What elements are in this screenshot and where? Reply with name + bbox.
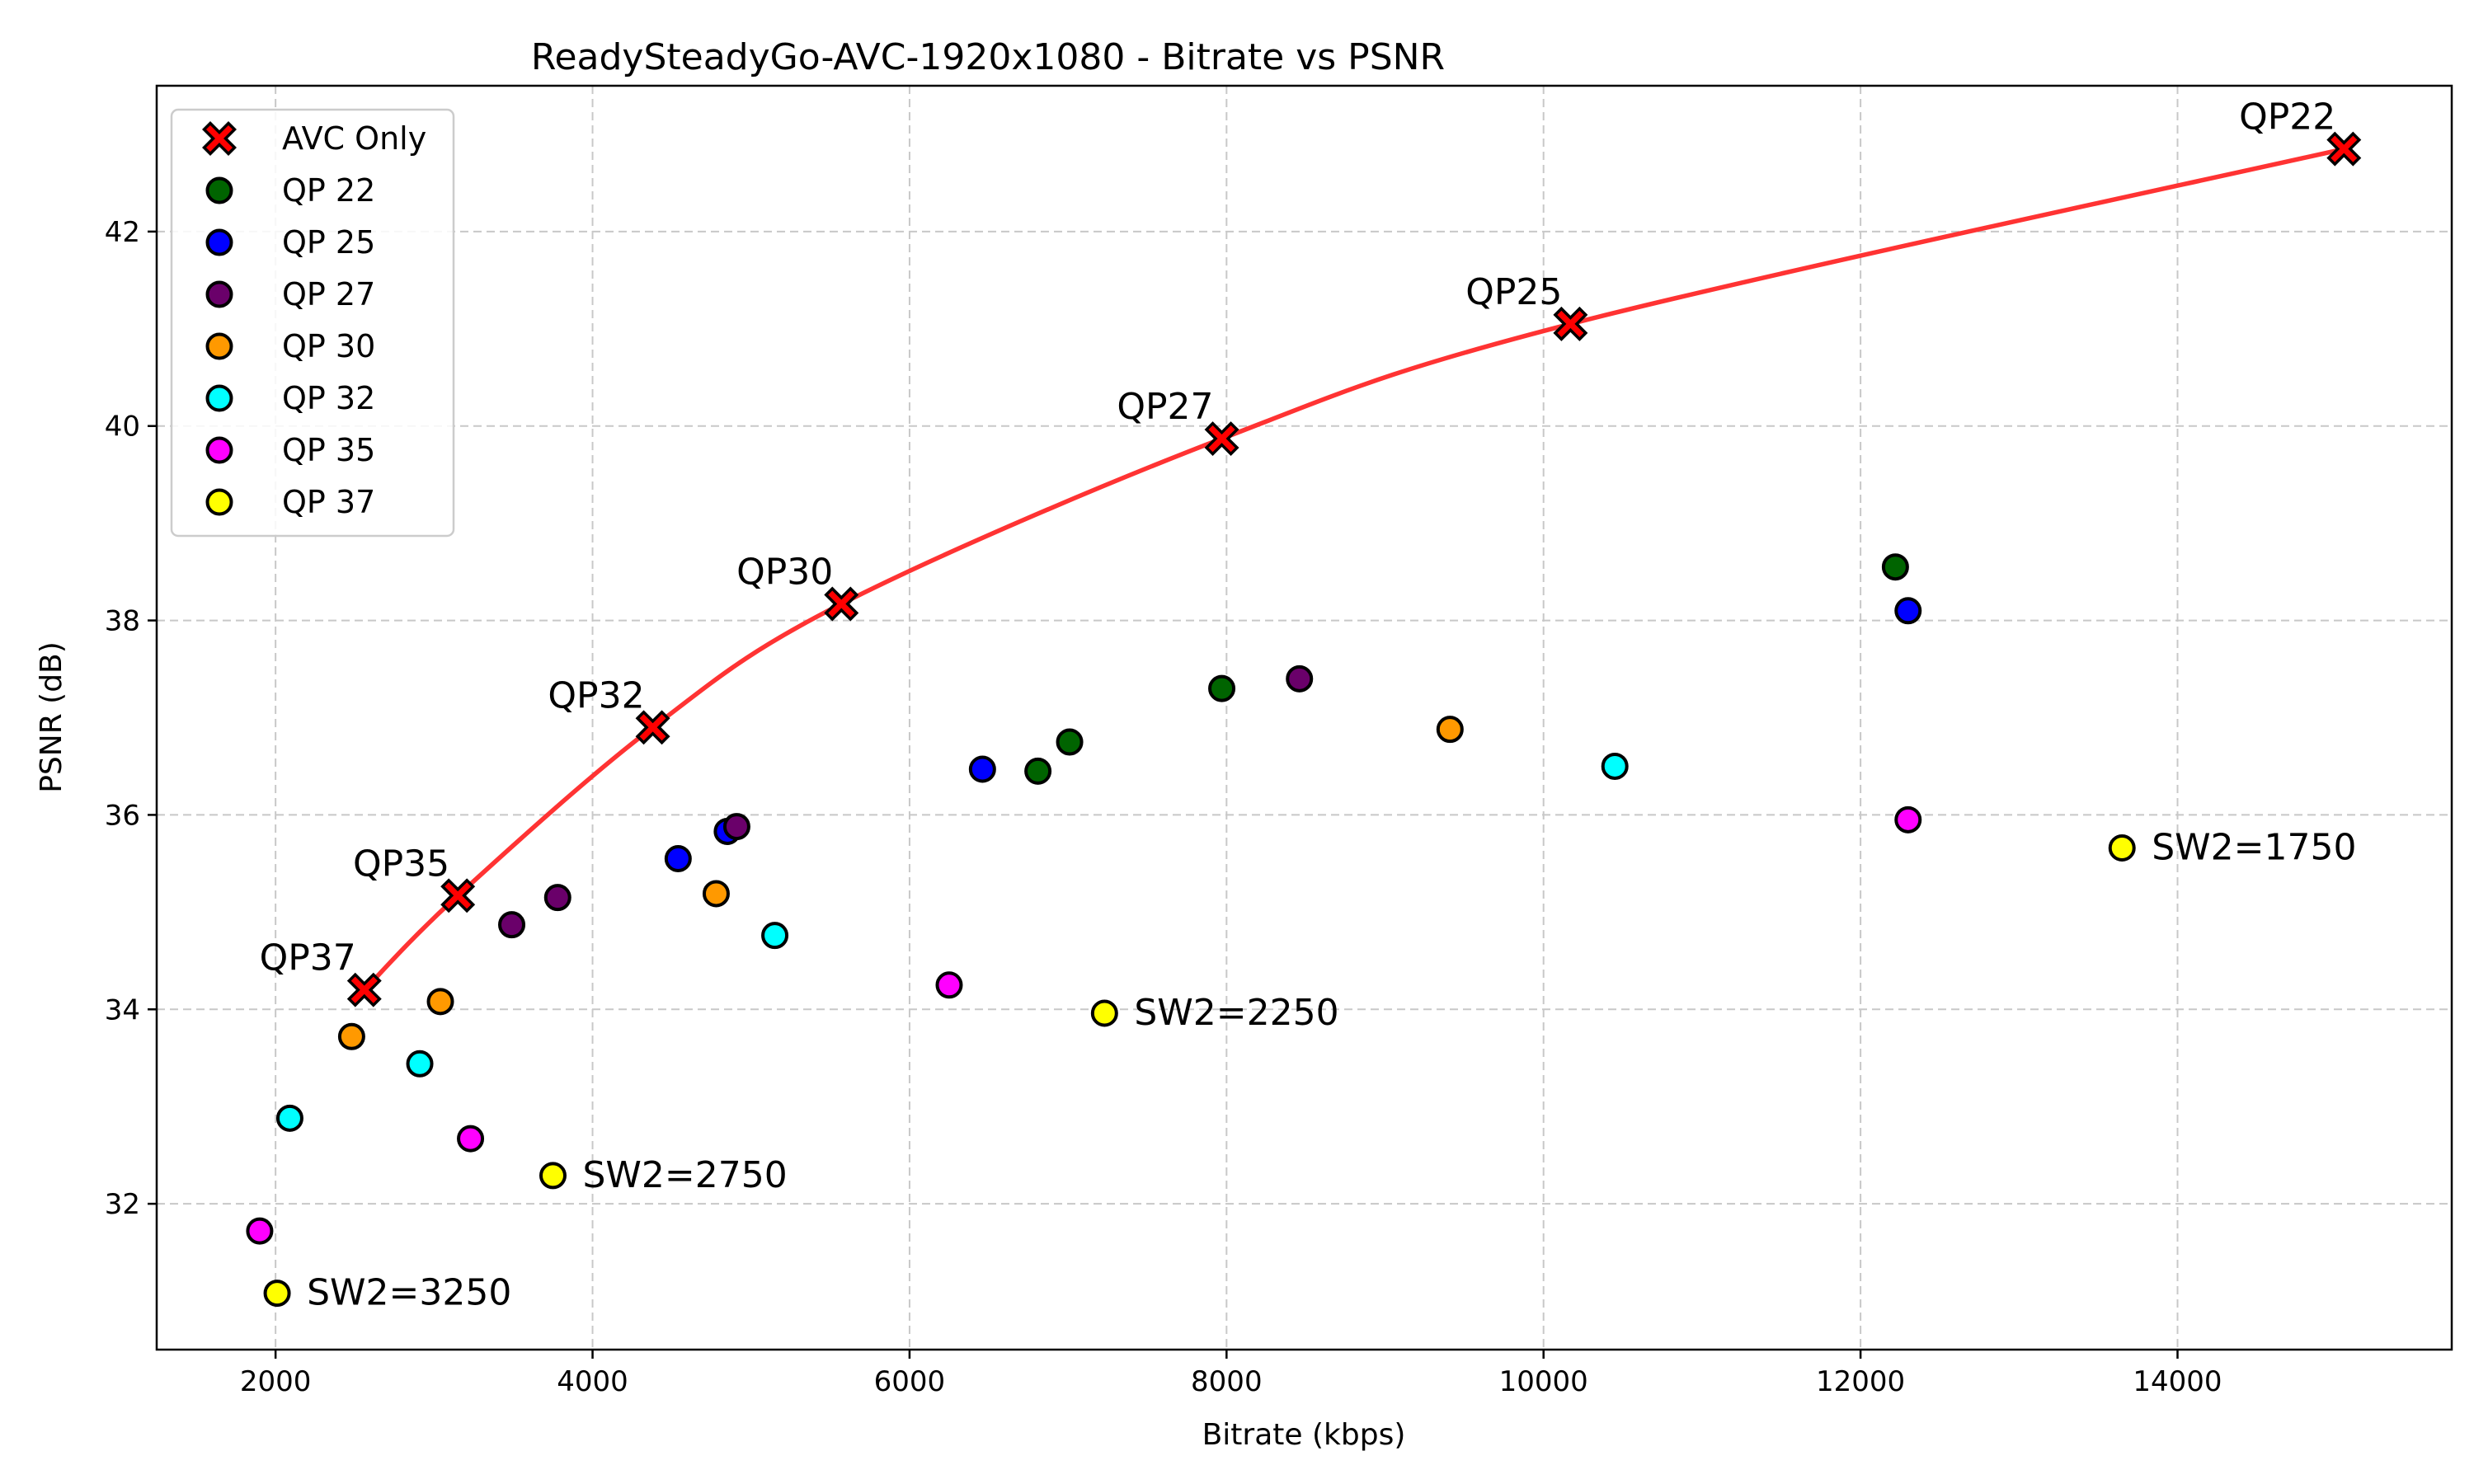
point-qp-22: [1056, 728, 1084, 756]
sw2-annotation: SW2=2750: [582, 1154, 787, 1196]
legend-box: [170, 108, 455, 538]
avc-qp-label: QP22: [2239, 96, 2335, 139]
plot-frame: [155, 84, 2453, 1351]
point-qp-22: [1881, 553, 1909, 581]
chart-title: ReadySteadyGo-AVC-1920x1080 - Bitrate vs…: [531, 36, 1445, 78]
avc-only-marker: [1553, 306, 1588, 341]
point-qp-32: [406, 1050, 434, 1078]
legend-label-qp-35: QP 35: [282, 432, 375, 468]
avc-qp-label: QP32: [548, 674, 644, 716]
point-qp-35: [1894, 805, 1922, 834]
point-qp-27: [498, 911, 526, 939]
point-qp-32: [275, 1104, 303, 1132]
x-tick-label: 4000: [557, 1365, 628, 1398]
legend-label-qp-27: QP 27: [282, 276, 375, 312]
point-qp-35: [935, 971, 963, 999]
point-qp-35: [246, 1217, 274, 1245]
legend-marker-qp-37: [205, 488, 233, 516]
point-qp-37: [263, 1280, 291, 1308]
legend-label-qp-32: QP 32: [282, 380, 375, 416]
sw2-annotation: SW2=1750: [2152, 827, 2356, 869]
legend-label-qp-25: QP 25: [282, 224, 375, 261]
point-qp-37: [539, 1162, 567, 1190]
legend-label-avc-only: AVC Only: [282, 120, 426, 157]
point-qp-25: [968, 755, 996, 783]
legend-marker-avc-only: [202, 121, 237, 156]
avc-qp-label: QP30: [736, 552, 833, 594]
ticks-layer: 2000 4000 6000 8000 10000 12000 14000 32 34 36 38 4…: [105, 216, 2222, 1398]
point-qp-30: [1436, 716, 1464, 744]
x-tick-label: 14000: [2133, 1365, 2222, 1398]
point-qp-22: [1208, 674, 1236, 702]
point-qp-37: [1090, 999, 1118, 1027]
x-tick-label: 6000: [874, 1365, 946, 1398]
point-qp-27: [722, 813, 750, 841]
y-tick-label: 36: [105, 799, 140, 832]
avc-only-marker: [346, 972, 382, 1007]
y-tick-label: 40: [105, 411, 140, 444]
legend-label-qp-30: QP 30: [282, 328, 375, 364]
sw2-annotation: SW2=2250: [1134, 992, 1338, 1034]
y-axis-label: PSNR (dB): [35, 641, 68, 793]
point-qp-35: [457, 1125, 485, 1153]
point-qp-22: [1024, 757, 1052, 785]
x-tick-label: 10000: [1499, 1365, 1588, 1398]
legend-label-qp-22: QP 22: [282, 172, 375, 209]
x-tick-label: 2000: [240, 1365, 312, 1398]
avc-only-marker: [824, 586, 859, 622]
x-axis-label: Bitrate (kbps): [1202, 1418, 1406, 1452]
y-tick-label: 42: [105, 216, 140, 249]
avc-qp-label: QP25: [1465, 271, 1562, 313]
point-qp-32: [761, 922, 789, 950]
avc-qp-label: QP27: [1117, 386, 1213, 428]
point-qp-32: [1601, 752, 1629, 780]
x-tick-label: 8000: [1191, 1365, 1263, 1398]
point-qp-30: [426, 988, 454, 1016]
point-qp-25: [1894, 597, 1922, 625]
legend-marker-qp-30: [205, 332, 233, 360]
labels-layer: QP37 QP35 QP32 QP30 QP27 QP25 QP22 SW2=1750 SW2=…: [260, 96, 2357, 1314]
legend-marker-qp-32: [205, 384, 233, 412]
avc-only-marker: [635, 710, 670, 745]
y-tick-label: 38: [105, 605, 140, 638]
legend-label-qp-37: QP 37: [282, 484, 375, 520]
point-qp-30: [337, 1022, 365, 1050]
avc-line-layer: [362, 146, 2345, 992]
avc-qp-label: QP35: [353, 843, 449, 885]
legend: AVC Only QP 22 QP 25 QP 27 QP 30 QP 32 QP 35 QP…: [170, 108, 455, 538]
avc-only-marker: [440, 878, 476, 913]
legend-marker-qp-25: [205, 228, 233, 256]
point-qp-30: [702, 880, 730, 908]
legend-marker-qp-35: [205, 436, 233, 464]
y-tick-label: 32: [105, 1188, 140, 1221]
avc-only-line: [362, 146, 2345, 992]
point-qp-27: [543, 884, 571, 912]
point-qp-37: [2108, 834, 2136, 862]
avc-only-marker: [2326, 131, 2362, 167]
sw2-annotation: SW2=3250: [307, 1272, 511, 1314]
avc-only-marker: [1204, 421, 1239, 457]
y-tick-label: 34: [105, 993, 140, 1026]
legend-marker-qp-22: [205, 176, 233, 204]
points-layer: [246, 131, 2362, 1308]
legend-marker-qp-27: [205, 280, 233, 308]
point-qp-27: [1286, 665, 1314, 693]
avc-qp-label: QP37: [260, 937, 356, 979]
point-qp-25: [664, 844, 692, 872]
x-tick-label: 12000: [1816, 1365, 1905, 1398]
